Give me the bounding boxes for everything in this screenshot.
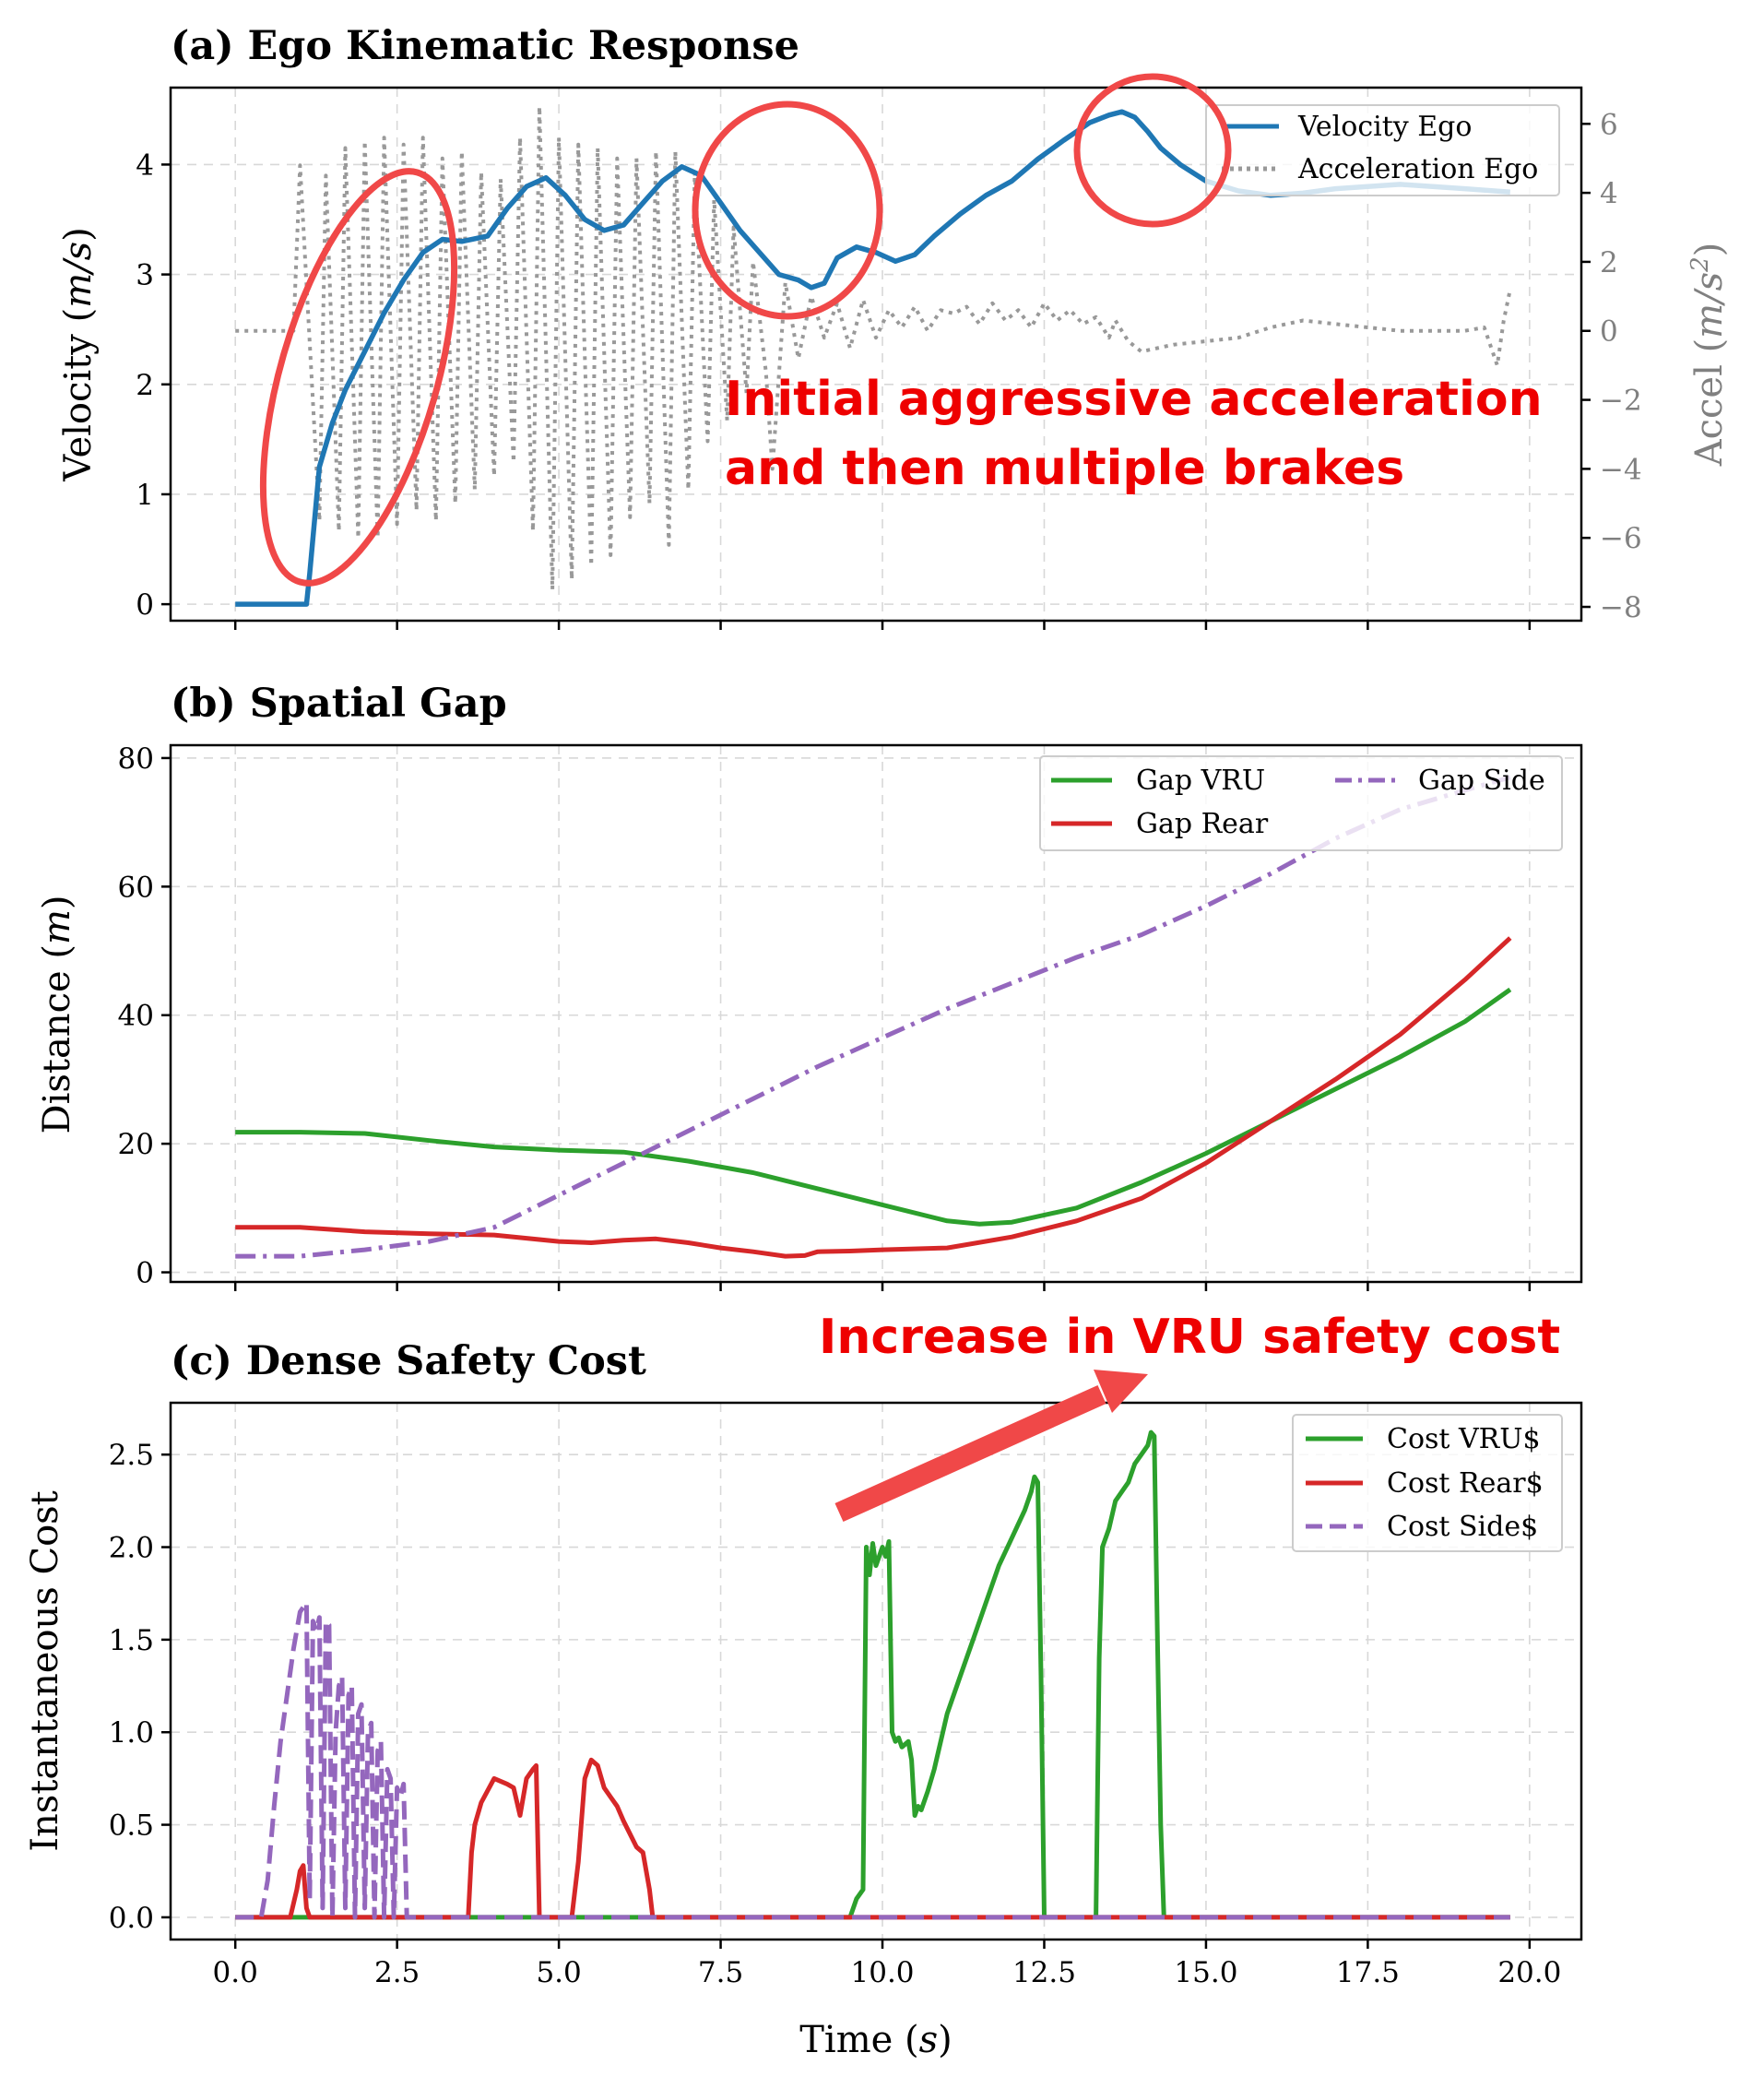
legend-box: [1205, 104, 1560, 196]
highlight-circle-brake: [692, 101, 883, 320]
legend-label-gap-vru: Gap VRU: [1136, 765, 1265, 797]
panel-b-ylabel: Distance (m): [36, 895, 78, 1133]
trend-arrow-head: [1094, 1370, 1148, 1413]
y2-tick-label: 6: [1600, 108, 1618, 141]
series-line-cost-vru: [235, 1430, 1510, 1920]
x-tick-label: 12.5: [1012, 1956, 1076, 1989]
panel-b-legend: Gap VRU Gap Rear Gap Side: [1039, 755, 1563, 851]
legend-label-acceleration: Acceleration Ego: [1297, 153, 1538, 185]
panel-c-title: (c) Dense Safety Cost: [171, 1338, 646, 1384]
y2-tick-label: 2: [1600, 246, 1618, 279]
panel-a-legend: Velocity Ego Acceleration Ego: [1205, 104, 1560, 196]
trend-arrow: [834, 1370, 1148, 1523]
y-tick-label: 3: [136, 259, 154, 292]
annotation-text-line1: Initial aggressive acceleration: [725, 372, 1543, 427]
panel-c-ylabel: Instantaneous Cost: [24, 1490, 66, 1852]
x-tick-label: 17.5: [1336, 1956, 1400, 1989]
legend-label-velocity: Velocity Ego: [1297, 111, 1472, 143]
y2-tick-label: −6: [1600, 522, 1642, 555]
panel-a-ylabel: Velocity (m/s): [57, 227, 100, 482]
highlight-circle-peak: [1073, 73, 1232, 228]
highlight-circle-initial-accel: [259, 168, 458, 587]
x-tick-label: 0.0: [213, 1956, 258, 1989]
x-tick-labels: 0.0 2.5 5.0 7.5 10.0 12.5 15.0 17.5 20.0: [213, 1956, 1562, 1989]
y-tick-label: 0: [136, 588, 154, 622]
x-tick-label: 20.0: [1497, 1956, 1561, 1989]
legend-box: [1039, 755, 1563, 851]
annotation-text-line2: and then multiple brakes: [725, 441, 1404, 496]
panel-a-highlight-circles: [259, 73, 1232, 587]
y-tick-label: 2: [136, 369, 154, 402]
panel-c-frame: [169, 1401, 1583, 1941]
series-line-gap-rear: [235, 936, 1512, 1259]
y-tick-label: 60: [118, 871, 154, 904]
y-tick-label: 0.0: [109, 1902, 154, 1935]
y-tick-label: 1.5: [109, 1624, 154, 1657]
trend-arrow-shaft: [834, 1384, 1106, 1523]
legend-label-cost-vru: Cost VRU$: [1387, 1423, 1541, 1455]
legend-label-cost-rear: Cost Rear$: [1387, 1467, 1544, 1500]
panel-a-ticks: 0 1 2 3 4 −8 −6 −4 −2 0 2 4 6: [136, 108, 1642, 630]
y2-tick-label: −2: [1600, 385, 1642, 418]
x-tick-label: 10.0: [851, 1956, 915, 1989]
panel-b-title: (b) Spatial Gap: [171, 681, 507, 727]
legend-label-gap-rear: Gap Rear: [1136, 808, 1269, 840]
panel-b: (b) Spatial Gap 0 20 40 60 80 Distance (m) G…: [36, 681, 1583, 1291]
panel-a-ylabel-right: Accel (m/s2): [1686, 243, 1731, 468]
y2-tick-label: 0: [1600, 315, 1618, 349]
y2-tick-label: 4: [1600, 177, 1618, 210]
series-line-velocity-ego: [235, 109, 1511, 607]
panel-c-ticks: 0.0 0.5 1.0 1.5 2.0 2.5: [109, 1439, 1532, 1949]
y-tick-label: 1.0: [109, 1716, 154, 1750]
x-tick-label: 5.0: [536, 1956, 581, 1989]
panel-a-frame: [169, 86, 1583, 623]
series-line-acceleration-ego: [235, 104, 1512, 592]
y-tick-label: 0.5: [109, 1809, 154, 1843]
panel-c-legend: Cost VRU$ Cost Rear$ Cost Side$: [1292, 1414, 1563, 1552]
panel-b-ticks: 0 20 40 60 80: [118, 742, 1532, 1291]
series-line-gap-vru: [235, 987, 1512, 1227]
y2-tick-label: −8: [1600, 591, 1642, 624]
y-tick-label: 4: [136, 148, 154, 182]
legend-label-gap-side: Gap Side: [1418, 765, 1545, 797]
x-tick-label: 2.5: [374, 1956, 420, 1989]
y-tick-label: 20: [118, 1128, 154, 1161]
panel-c: (c) Dense Safety Cost 0.0 0.5 1.0 1.5 2.0 2.5…: [24, 1310, 1583, 2061]
y2-tick-label: −4: [1600, 453, 1642, 486]
y-tick-label: 40: [118, 1000, 154, 1033]
panel-c-series: [235, 1430, 1510, 1920]
y-tick-label: 2.5: [109, 1439, 154, 1472]
y-tick-label: 80: [118, 742, 154, 776]
y-tick-label: 1: [136, 479, 154, 512]
series-line-cost-rear: [235, 1757, 1510, 1920]
panel-b-frame: [169, 743, 1583, 1284]
panel-a-series: [235, 104, 1512, 607]
legend-box: [1292, 1414, 1563, 1552]
annotation-vru-cost: Increase in VRU safety cost: [819, 1310, 1560, 1365]
x-tick-label: 7.5: [698, 1956, 743, 1989]
x-axis-label: Time (s): [799, 2019, 952, 2061]
panel-a: (a) Ego Kinematic Response 0 1 2 3 4 −8 −6 −4 −2…: [57, 23, 1731, 630]
legend-label-cost-side: Cost Side$: [1387, 1511, 1538, 1543]
panel-a-title: (a) Ego Kinematic Response: [171, 23, 799, 69]
y-tick-label: 0: [136, 1257, 154, 1290]
series-line-cost-side: [235, 1600, 1510, 1920]
x-tick-label: 15.0: [1174, 1956, 1237, 1989]
y-tick-label: 2.0: [109, 1532, 154, 1565]
